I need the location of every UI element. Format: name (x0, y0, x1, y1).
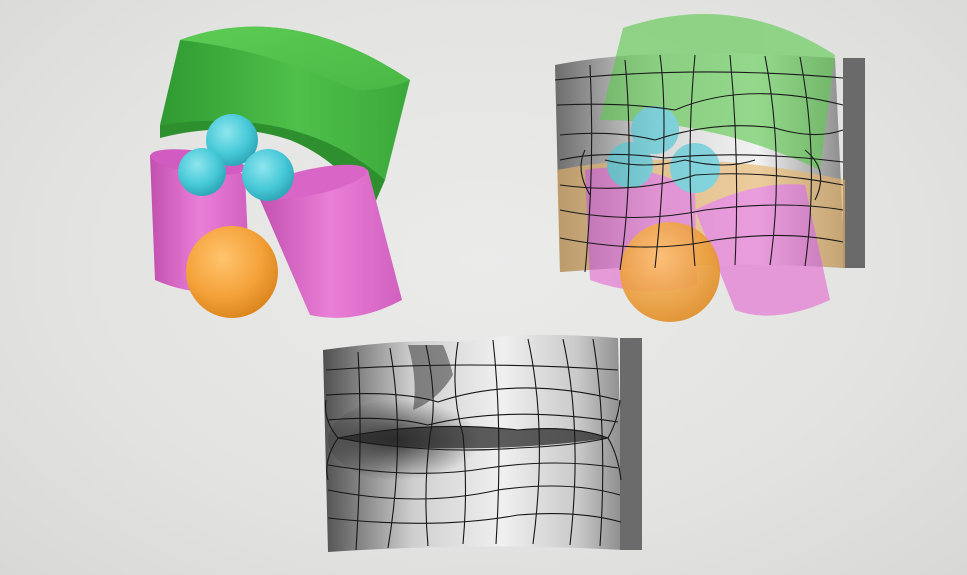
overlay-panel (545, 10, 875, 330)
drawing-contour-grid (324, 338, 622, 551)
block-side-edge (843, 58, 865, 268)
contour-grid (554, 54, 844, 273)
mouth-line-shading (338, 426, 608, 449)
primitive-forms-illustration (150, 26, 410, 318)
primitive-forms-panel (140, 10, 440, 330)
overlay-illustration (554, 13, 865, 322)
orange-sphere-overlay (620, 222, 720, 322)
orange-sphere (186, 226, 278, 318)
philtrum-shading (408, 345, 453, 410)
drawing-side-edge (620, 338, 642, 550)
finished-lips-drawing (323, 334, 642, 552)
finished-drawing-panel (318, 330, 648, 560)
cyan-spheres (178, 114, 294, 201)
